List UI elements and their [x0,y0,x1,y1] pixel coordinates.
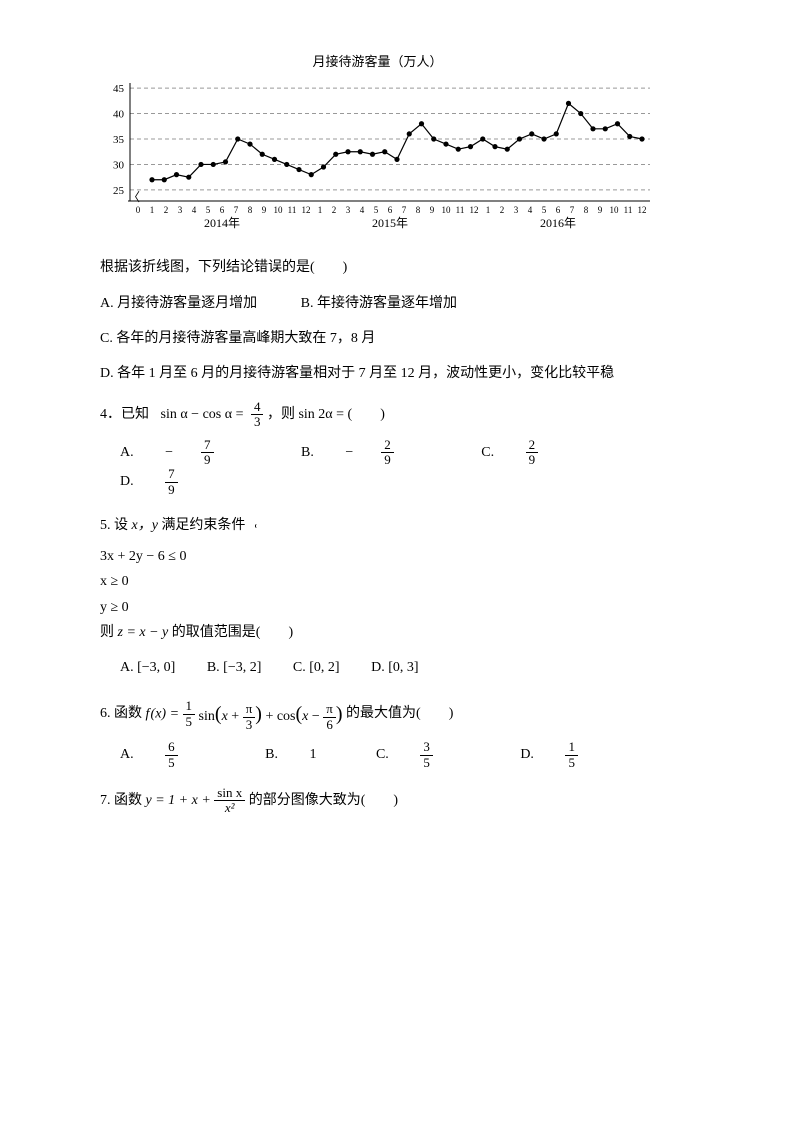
q6-opt-b: B. 1 [265,742,344,767]
q6-stem: 6. 函数 f (x) = 15 sin(x + π3) + cos(x − π… [100,696,710,732]
svg-text:3: 3 [178,205,183,215]
svg-text:3: 3 [346,205,351,215]
svg-text:1: 1 [486,205,491,215]
q3-opt-c: C. 各年的月接待游客量高峰期大致在 7，8 月 [100,326,710,351]
svg-text:5: 5 [542,205,547,215]
q3-ab: A. 月接待游客量逐月增加 B. 年接待游客量逐年增加 [100,291,710,316]
svg-text:11: 11 [456,205,465,215]
q5-opt-c: C. [0, 2] [293,655,340,680]
q5-stem: 5. 设 x，y 满足约束条件 [100,513,710,538]
q6-sin: sin(x + π3) + cos(x − π6) [199,709,343,724]
q5-lead: 5. 设 [100,518,128,533]
q4-opt-d: D. 79 [120,467,234,497]
svg-text:6: 6 [556,205,561,215]
q6-lead: 6. 函数 [100,706,142,721]
q7-stem: 7. 函数 y = 1 + x + sin xx² 的部分图像大致为( ) [100,786,710,816]
svg-text:40: 40 [113,109,125,121]
svg-text:11: 11 [624,205,633,215]
svg-text:2: 2 [332,205,337,215]
q5-opt-d: D. [0, 3] [371,655,418,680]
svg-text:2: 2 [500,205,505,215]
svg-text:10: 10 [274,205,284,215]
q6-options: A. 65 B. 1 C. 35 D. 15 [120,740,710,770]
svg-text:4: 4 [192,205,197,215]
svg-text:10: 10 [610,205,620,215]
q7-lead: 7. 函数 [100,793,142,808]
svg-text:2: 2 [164,205,169,215]
q3-opt-b: B. 年接待游客量逐年增加 [301,296,457,311]
svg-text:9: 9 [598,205,603,215]
svg-text:〈: 〈 [128,190,140,204]
q6-tail: 的最大值为( ) [346,706,453,721]
svg-text:5: 5 [206,205,211,215]
q7-tail: 的部分图像大致为( ) [249,793,398,808]
q7-base: y = 1 + x + [146,793,211,808]
svg-text:2014年: 2014年 [204,216,240,230]
q6-fx: f (x) = [146,707,180,722]
q6-opt-d: D. 15 [520,740,634,770]
q5-vars: x，y [132,518,158,533]
svg-text:25: 25 [113,185,125,197]
svg-text:0: 0 [136,205,141,215]
svg-text:30: 30 [113,160,125,172]
q5-options: A. [−3, 0] B. [−3, 2] C. [0, 2] D. [0, 3… [120,655,710,680]
svg-text:35: 35 [113,134,125,146]
q4-eq-left: sin α − cos α = [161,407,244,422]
q4-mid: ，则 sin 2α = ( ) [267,407,385,422]
svg-text:12: 12 [638,205,647,215]
svg-text:4: 4 [360,205,365,215]
q3-opt-d: D. 各年 1 月至 6 月的月接待游客量相对于 7 月至 12 月，波动性更小… [100,361,710,386]
svg-text:12: 12 [470,205,479,215]
q4-opt-c: C. 29 [481,438,594,468]
q5-system [255,524,272,528]
svg-text:8: 8 [416,205,421,215]
q5-tail: 的取值范围是( ) [172,625,293,640]
q4-stem: 4．已知 sin α − cos α = 43 ，则 sin 2α = ( ) [100,400,710,430]
svg-text:9: 9 [430,205,435,215]
q5-z: z = x − y [118,625,169,640]
svg-text:10: 10 [442,205,452,215]
svg-text:1: 1 [150,205,155,215]
svg-text:3: 3 [514,205,519,215]
svg-text:7: 7 [234,205,239,215]
q6-coef: 15 [183,699,196,729]
svg-text:7: 7 [570,205,575,215]
chart-title: 月接待游客量（万人） [100,50,655,73]
q6-opt-c: C. 35 [376,740,489,770]
svg-text:6: 6 [220,205,225,215]
svg-text:7: 7 [402,205,407,215]
svg-text:6: 6 [388,205,393,215]
q4-lead: 4．已知 [100,407,149,422]
svg-text:4: 4 [528,205,533,215]
q4-opt-a: A. −79 [120,438,270,468]
q4-options: A. −79 B. −29 C. 29 D. 79 [120,438,710,497]
q6-opt-a: A. 65 [120,740,234,770]
svg-text:45: 45 [113,83,125,95]
q5-mid1: 满足约束条件 [161,518,245,533]
line-chart: 2530354045〈01234567891011121234567891011… [100,75,655,235]
q5-mid2: 则 [100,625,114,640]
svg-text:5: 5 [374,205,379,215]
q5-opt-a: A. [−3, 0] [120,655,175,680]
svg-text:1: 1 [318,205,323,215]
chart-container: 月接待游客量（万人） 2530354045〈012345678910111212… [100,50,655,235]
svg-text:8: 8 [584,205,589,215]
svg-text:11: 11 [288,205,297,215]
q4-eq-frac: 43 [251,400,264,430]
q5-opt-b: B. [−3, 2] [207,655,262,680]
q7-frac: sin xx² [214,786,245,816]
q3-stem: 根据该折线图，下列结论错误的是( ) [100,255,710,280]
q4-opt-b: B. −29 [301,438,450,468]
svg-text:2016年: 2016年 [540,216,576,230]
q3-opt-a: A. 月接待游客量逐月增加 [100,291,257,316]
svg-text:9: 9 [262,205,267,215]
svg-text:12: 12 [302,205,311,215]
svg-text:2015年: 2015年 [372,216,408,230]
svg-text:8: 8 [248,205,253,215]
